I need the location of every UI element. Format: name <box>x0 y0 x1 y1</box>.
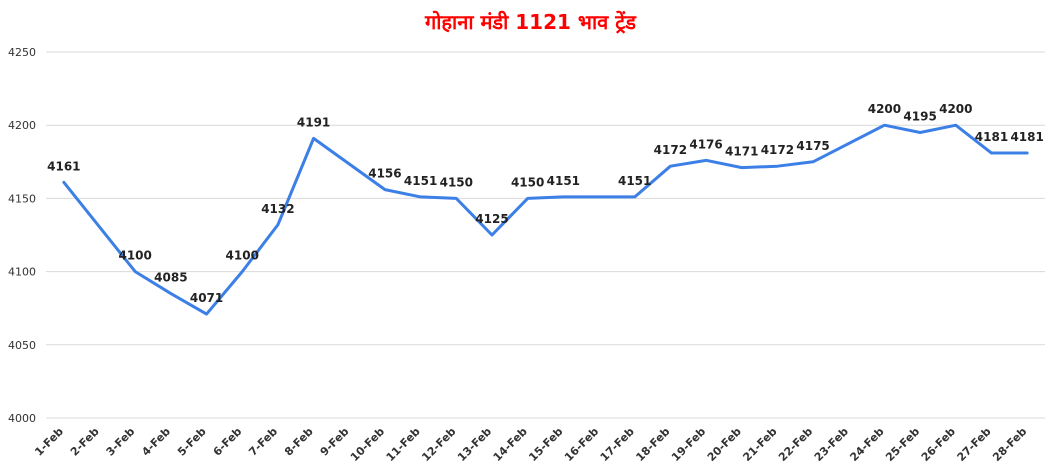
x-tick-label-10-Feb: 10-Feb <box>348 425 387 464</box>
x-tick-label-17-Feb: 17-Feb <box>598 425 637 464</box>
data-label-18-Feb: 4172 <box>654 143 687 157</box>
data-label-26-Feb: 4200 <box>939 102 972 116</box>
data-label-22-Feb: 4175 <box>796 139 829 153</box>
x-tick-label-21-Feb: 21-Feb <box>740 425 779 464</box>
data-label-5-Feb: 4071 <box>190 291 223 305</box>
x-tick-label-26-Feb: 26-Feb <box>919 425 958 464</box>
y-tick-label-4100: 4100 <box>8 266 36 279</box>
data-label-3-Feb: 4100 <box>118 249 151 263</box>
data-label-6-Feb: 4100 <box>226 249 259 263</box>
x-tick-label-8-Feb: 8-Feb <box>282 425 316 459</box>
x-tick-label-7-Feb: 7-Feb <box>246 425 280 459</box>
y-tick-label-4200: 4200 <box>8 119 36 132</box>
data-label-14-Feb: 4150 <box>511 175 544 189</box>
x-tick-label-19-Feb: 19-Feb <box>669 425 708 464</box>
series-line <box>62 123 1029 316</box>
x-tick-label-18-Feb: 18-Feb <box>633 425 672 464</box>
y-tick-label-4250: 4250 <box>8 46 36 59</box>
x-tick-label-28-Feb: 28-Feb <box>990 425 1029 464</box>
chart-title: गोहाना मंडी 1121 भाव ट्रेंड <box>424 10 636 34</box>
x-tick-label-13-Feb: 13-Feb <box>455 425 494 464</box>
data-label-25-Feb: 4195 <box>903 110 936 124</box>
series-line-group <box>62 123 1029 316</box>
x-tick-label-15-Feb: 15-Feb <box>526 425 565 464</box>
x-tick-label-14-Feb: 14-Feb <box>491 425 530 464</box>
x-tick-label-3-Feb: 3-Feb <box>104 425 138 459</box>
x-tick-label-20-Feb: 20-Feb <box>705 425 744 464</box>
data-label-20-Feb: 4171 <box>725 145 758 159</box>
x-tick-label-16-Feb: 16-Feb <box>562 425 601 464</box>
x-tick-label-1-Feb: 1-Feb <box>32 425 66 459</box>
data-label-24-Feb: 4200 <box>868 102 901 116</box>
data-label-8-Feb: 4191 <box>297 115 330 129</box>
x-tick-label-27-Feb: 27-Feb <box>955 425 994 464</box>
x-tick-label-5-Feb: 5-Feb <box>175 425 209 459</box>
y-tick-label-4150: 4150 <box>8 192 36 205</box>
data-label-27-Feb: 4181 <box>975 130 1008 144</box>
x-tick-label-22-Feb: 22-Feb <box>776 425 815 464</box>
x-axis-ticks: 1-Feb 2-Feb 3-Feb 4-Feb 5-Feb 6-Feb 7-Feb 8-Feb… <box>32 425 1029 464</box>
x-tick-label-2-Feb: 2-Feb <box>68 425 102 459</box>
y-tick-label-4050: 4050 <box>8 339 36 352</box>
data-label-21-Feb: 4172 <box>761 143 794 157</box>
x-tick-label-9-Feb: 9-Feb <box>318 425 352 459</box>
data-label-19-Feb: 4176 <box>689 137 722 151</box>
x-tick-label-23-Feb: 23-Feb <box>812 425 851 464</box>
data-label-11-Feb: 4151 <box>404 174 437 188</box>
x-tick-label-25-Feb: 25-Feb <box>883 425 922 464</box>
data-label-1-Feb: 4161 <box>47 159 80 173</box>
data-label-28-Feb: 4181 <box>1010 130 1043 144</box>
x-tick-label-4-Feb: 4-Feb <box>139 425 173 459</box>
y-axis-ticks: 4000 4050 4100 4150 4200 4250 <box>8 46 36 425</box>
x-tick-label-11-Feb: 11-Feb <box>384 425 423 464</box>
data-label-17-Feb: 4151 <box>618 174 651 188</box>
data-label-15-Feb: 4151 <box>547 174 580 188</box>
y-tick-label-4000: 4000 <box>8 412 36 425</box>
x-tick-label-6-Feb: 6-Feb <box>211 425 245 459</box>
data-label-7-Feb: 4132 <box>261 202 294 216</box>
data-label-12-Feb: 4150 <box>440 175 473 189</box>
x-tick-label-12-Feb: 12-Feb <box>419 425 458 464</box>
data-label-10-Feb: 4156 <box>368 167 401 181</box>
data-label-4-Feb: 4085 <box>154 271 187 285</box>
data-label-13-Feb: 4125 <box>475 212 508 226</box>
x-tick-label-24-Feb: 24-Feb <box>847 425 886 464</box>
